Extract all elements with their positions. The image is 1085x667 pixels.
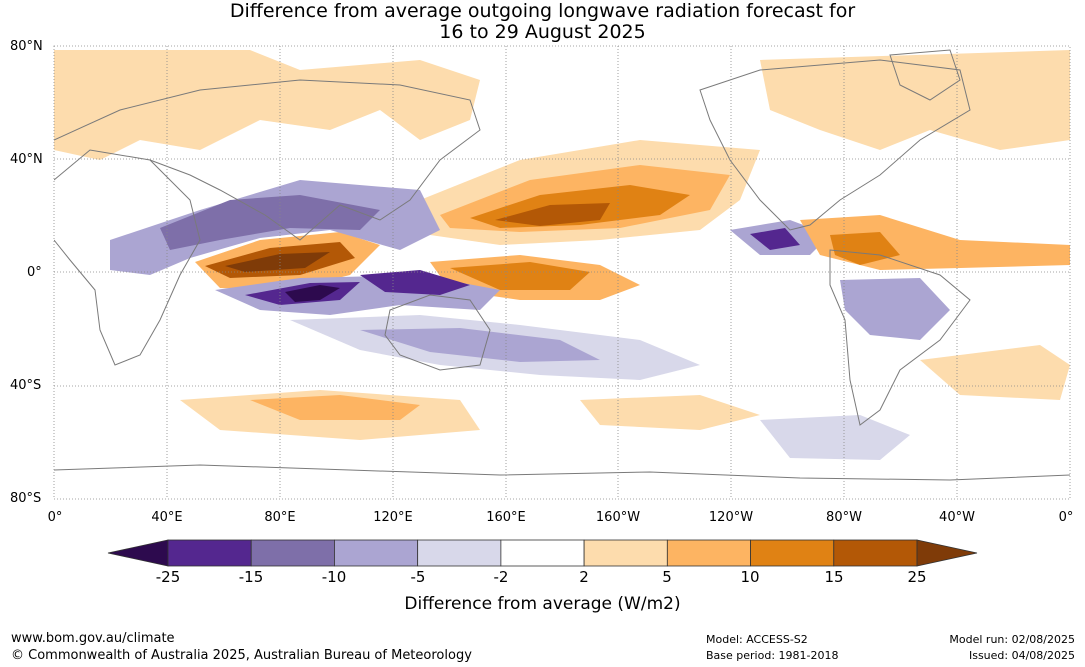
north-america-outline: [699, 59, 971, 231]
graticule: [53, 45, 1071, 500]
colorbar-tick: 2: [579, 568, 589, 586]
map-title-line-2: 16 to 29 August 2025: [439, 21, 646, 43]
lon-label-40w: 40°W: [939, 510, 975, 525]
colorbar-tick: 15: [824, 568, 844, 586]
anomaly-negative-southern-ocean: [760, 415, 910, 460]
colorbar-tick: -2: [493, 568, 509, 586]
anomaly-negative-south-core: [360, 328, 600, 362]
lon-label-160e: 160°E: [486, 510, 526, 525]
lon-label-80w: 80°W: [826, 510, 862, 525]
colorbar-bin: [250, 539, 335, 567]
anomaly-negative-maritime: [360, 270, 470, 295]
footer-model: Model: ACCESS-S2: [706, 633, 808, 646]
colorbar-extend-low: [107, 539, 169, 567]
land-outlines: [54, 49, 1070, 481]
eurasia-outline: [54, 79, 481, 241]
anomaly-positive-north: [54, 50, 480, 160]
lat-label-80n: 80°N: [10, 39, 43, 54]
lon-label-120e: 120°E: [373, 510, 413, 525]
colorbar-tick: -25: [155, 568, 181, 586]
anomaly-positive-southern-ocean-2: [580, 395, 760, 430]
colorbar-bin: [833, 539, 918, 567]
map-title-line-1: Difference from average outgoing longwav…: [229, 0, 856, 22]
lon-label-160w: 160°W: [595, 510, 641, 525]
colorbar-bin: [167, 539, 252, 567]
colorbar-label: Difference from average (W/m2): [404, 594, 681, 614]
footer-base-period: Base period: 1981-2018: [706, 649, 839, 662]
colorbar-bin: [583, 539, 668, 567]
footer-copyright: © Commonwealth of Australia 2025, Austra…: [11, 648, 472, 663]
anomaly-positive-pacific-max: [495, 203, 610, 226]
anomaly-negative-south-america: [840, 278, 950, 340]
anomaly-negative-south-indian-max: [285, 285, 340, 302]
anomaly-positive-atlantic-core: [830, 232, 900, 265]
australia-outline: [384, 294, 491, 371]
anomaly-fields: [54, 50, 1070, 460]
greenland-outline: [889, 49, 961, 101]
colorbar-bin: [417, 539, 502, 567]
lat-label-40s: 40°S: [10, 378, 42, 393]
anomaly-positive-southern-ocean-core: [250, 395, 420, 420]
lat-label-0: 0°: [27, 265, 42, 280]
lon-label-0: 0°: [47, 510, 63, 525]
colorbar-bin: [750, 539, 835, 567]
colorbar-tick: -10: [321, 568, 347, 586]
lon-label-40e: 40°E: [151, 510, 183, 525]
lat-label-80s: 80°S: [10, 491, 42, 506]
colorbar-tick: -5: [410, 568, 426, 586]
footer-url: www.bom.gov.au/climate: [11, 631, 175, 646]
anomaly-negative-central-america-core: [750, 228, 800, 250]
colorbar-bin: [500, 539, 585, 567]
colorbar-tick: 25: [907, 568, 927, 586]
lon-label-80e: 80°E: [264, 510, 296, 525]
anomaly-positive-eq-pacific-core: [450, 262, 590, 290]
antarctica-outline: [54, 464, 1070, 481]
lon-label-120w: 120°W: [708, 510, 754, 525]
colorbar-tick: 10: [740, 568, 760, 586]
anomaly-positive-north-2: [760, 50, 1070, 150]
footer-issued: Issued: 04/08/2025: [968, 649, 1075, 662]
colorbar-extend-high: [916, 539, 978, 567]
colorbar-tick: 5: [662, 568, 672, 586]
lat-label-40n: 40°N: [10, 152, 43, 167]
anomaly-positive-indian-max: [225, 252, 330, 272]
colorbar-bin: [666, 539, 751, 567]
lon-label-0-right: 0°: [1058, 510, 1074, 525]
footer-model-run: Model run: 02/08/2025: [949, 633, 1075, 646]
colorbar-bin: [334, 539, 419, 567]
anomaly-negative-indian-core: [160, 195, 380, 250]
colorbar-tick: -15: [238, 568, 264, 586]
